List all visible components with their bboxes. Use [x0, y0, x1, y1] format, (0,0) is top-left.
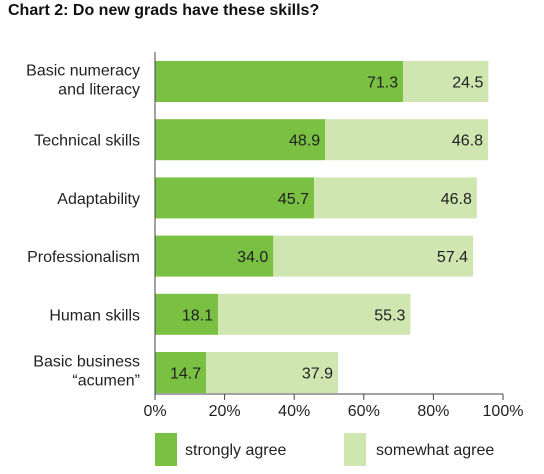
category-label: Professionalism — [27, 249, 140, 266]
chart-title: Chart 2: Do new grads have these skills? — [8, 2, 320, 19]
data-label-somewhat-agree: 46.8 — [441, 191, 472, 208]
data-label-somewhat-agree: 24.5 — [452, 75, 483, 92]
category-label: “acumen” — [72, 373, 140, 390]
bar-strongly-agree — [155, 352, 207, 393]
data-label-somewhat-agree: 55.3 — [374, 307, 405, 324]
x-tick-label: 100% — [483, 403, 524, 420]
bar-strongly-agree — [155, 177, 315, 219]
legend-swatch-strongly-agree — [155, 433, 177, 466]
bar-somewhat-agree — [325, 119, 489, 161]
data-label-strongly-agree: 18.1 — [182, 307, 213, 324]
x-tick-label: 0% — [143, 403, 166, 420]
data-label-somewhat-agree: 46.8 — [452, 133, 483, 150]
bar-somewhat-agree — [314, 177, 477, 219]
category-label: Adaptability — [57, 191, 140, 208]
data-label-strongly-agree: 34.0 — [237, 249, 268, 266]
bar-somewhat-agree — [206, 352, 339, 393]
bar-strongly-agree — [155, 119, 326, 161]
data-label-somewhat-agree: 57.4 — [437, 249, 468, 266]
category-label: and literacy — [58, 82, 140, 99]
x-tick-label: 40% — [278, 403, 310, 420]
bar-strongly-agree — [155, 61, 404, 102]
legend-label-somewhat-agree: somewhat agree — [376, 442, 494, 459]
data-label-strongly-agree: 45.7 — [278, 191, 309, 208]
legend-swatch-somewhat-agree — [344, 433, 366, 466]
data-label-strongly-agree: 48.9 — [289, 133, 320, 150]
x-tick-label: 80% — [417, 403, 449, 420]
category-label: Technical skills — [34, 133, 140, 150]
data-label-strongly-agree: 14.7 — [170, 366, 201, 383]
category-label: Basic business — [33, 354, 140, 371]
category-label: Basic numeracy — [26, 63, 140, 80]
bar-strongly-agree — [155, 293, 218, 335]
bar-somewhat-agree — [273, 235, 474, 277]
bar-somewhat-agree — [403, 61, 489, 102]
data-label-strongly-agree: 71.3 — [367, 75, 398, 92]
bar-somewhat-agree — [217, 293, 411, 335]
bar-strongly-agree — [155, 235, 274, 277]
category-label: Human skills — [49, 307, 140, 324]
x-tick-label: 20% — [209, 403, 241, 420]
legend-label-strongly-agree: strongly agree — [185, 442, 286, 459]
x-tick-label: 60% — [348, 403, 380, 420]
data-label-somewhat-agree: 37.9 — [302, 366, 333, 383]
